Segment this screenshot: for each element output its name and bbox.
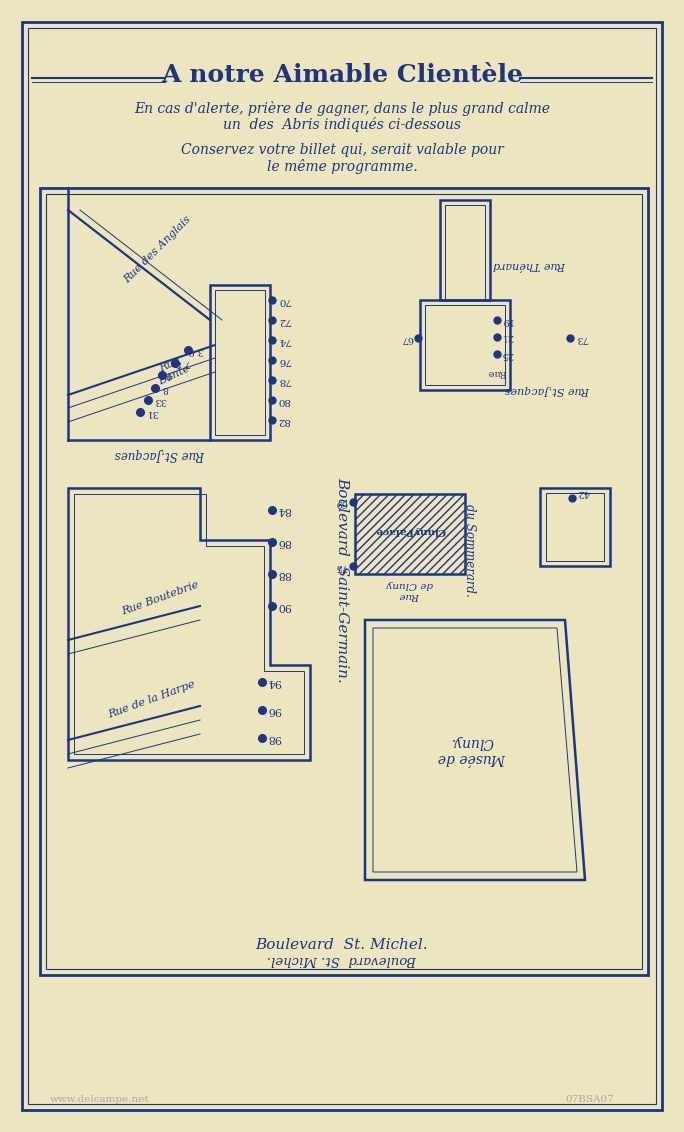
Text: le même programme.: le même programme. xyxy=(267,158,417,173)
Text: 86: 86 xyxy=(277,537,291,547)
Text: 67: 67 xyxy=(401,334,413,343)
Text: Rue
Dante: Rue Dante xyxy=(152,353,192,387)
Text: 88: 88 xyxy=(277,569,291,578)
Text: Rue St.Jacques: Rue St.Jacques xyxy=(115,448,205,462)
Text: 74: 74 xyxy=(278,336,291,345)
Text: Musée de
Cluny.: Musée de Cluny. xyxy=(438,735,506,765)
Bar xyxy=(215,290,265,435)
Text: ClunyPalace: ClunyPalace xyxy=(375,525,445,534)
Text: A notre Aimable Clientèle: A notre Aimable Clientèle xyxy=(161,63,523,87)
Text: 84: 84 xyxy=(277,505,291,515)
Text: 94: 94 xyxy=(267,677,281,687)
Bar xyxy=(355,494,465,574)
Text: Rue Thénard: Rue Thénard xyxy=(493,260,566,271)
Text: 80: 80 xyxy=(278,396,291,405)
Bar xyxy=(445,205,485,300)
Text: Rue: Rue xyxy=(487,368,507,377)
Text: En cas d'alerte, prière de gagner, dans le plus grand calme: En cas d'alerte, prière de gagner, dans … xyxy=(134,101,550,115)
Bar xyxy=(420,300,510,391)
Bar xyxy=(546,494,604,561)
Text: 98: 98 xyxy=(267,734,281,743)
Text: Rue des Anglais: Rue des Anglais xyxy=(122,215,194,285)
Text: 69: 69 xyxy=(335,497,347,506)
Text: www.delcampe.net: www.delcampe.net xyxy=(50,1096,150,1105)
Bar xyxy=(210,285,270,440)
Text: Boulevard  St. Michel.: Boulevard St. Michel. xyxy=(267,953,417,967)
Text: 78: 78 xyxy=(278,377,291,386)
Text: 3 9: 3 9 xyxy=(188,345,204,354)
Bar xyxy=(46,194,642,969)
Text: 70: 70 xyxy=(278,297,291,306)
Text: du Sommerard.: du Sommerard. xyxy=(464,504,477,597)
Text: Boulevard  St. Michel.: Boulevard St. Michel. xyxy=(256,938,428,952)
Text: 76: 76 xyxy=(278,357,291,366)
Text: Boulevard  Saint-Germain.: Boulevard Saint-Germain. xyxy=(335,477,349,683)
Text: 07BSA07: 07BSA07 xyxy=(566,1096,614,1105)
Text: 73: 73 xyxy=(576,334,588,343)
Bar xyxy=(425,305,505,385)
Text: Rue Boutebrie: Rue Boutebrie xyxy=(120,580,200,617)
Bar xyxy=(540,488,610,566)
Text: 25: 25 xyxy=(501,350,513,359)
Text: 21: 21 xyxy=(501,333,513,342)
Text: 75: 75 xyxy=(334,561,347,571)
Text: 42: 42 xyxy=(578,488,590,497)
Text: 19: 19 xyxy=(501,316,513,325)
Text: 31: 31 xyxy=(146,408,158,417)
Text: un  des  Abris indiqués ci-dessous: un des Abris indiqués ci-dessous xyxy=(223,117,461,131)
Text: 72: 72 xyxy=(278,317,291,326)
Text: 4: 4 xyxy=(167,370,173,379)
Bar xyxy=(440,200,490,300)
Text: 8: 8 xyxy=(162,384,168,393)
Bar xyxy=(40,188,648,975)
Text: 7 8: 7 8 xyxy=(175,359,191,368)
Text: 82: 82 xyxy=(278,417,291,426)
Text: Conservez votre billet qui, serait valable pour: Conservez votre billet qui, serait valab… xyxy=(181,143,503,157)
Text: 90: 90 xyxy=(277,601,291,611)
Text: Rue de la Harpe: Rue de la Harpe xyxy=(107,679,197,720)
Text: Rue
de Cluny: Rue de Cluny xyxy=(386,581,433,600)
Text: Rue St.Jacques: Rue St.Jacques xyxy=(505,385,590,395)
Text: 96: 96 xyxy=(267,705,281,715)
Text: 33: 33 xyxy=(154,395,166,404)
